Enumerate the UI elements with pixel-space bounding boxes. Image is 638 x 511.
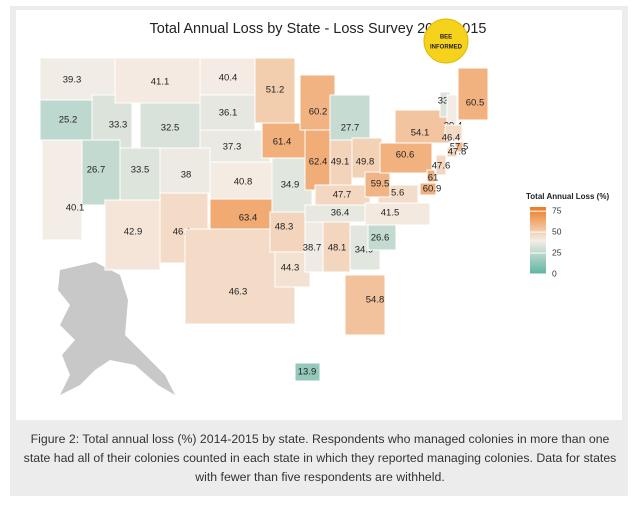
- state-value-label: 34.9: [281, 180, 300, 191]
- alaska-no-data: [58, 262, 175, 395]
- state-value-label: 36.4: [331, 208, 350, 219]
- state-region: [139, 102, 201, 149]
- state-value-label: 47.6: [432, 161, 451, 172]
- state-value-label: 46.3: [229, 287, 248, 298]
- state-value-label: 38: [181, 170, 192, 181]
- state-value-label: 59.5: [371, 179, 390, 190]
- logo-text: INFORMED: [430, 45, 463, 51]
- state-value-label: 54.8: [366, 295, 385, 306]
- state-value-label: 33.5: [131, 165, 150, 176]
- state-region: [344, 274, 386, 336]
- state-value-label: 46.1: [173, 227, 192, 238]
- logo-text: BEE: [440, 35, 452, 41]
- caption: Figure 2: Total annual loss (%) 2014-201…: [23, 432, 617, 484]
- state-value-label: 54.1: [411, 128, 430, 139]
- state-value-label: 26.7: [87, 165, 106, 176]
- state-region: [322, 221, 351, 273]
- state-region: [209, 161, 279, 200]
- state-value-label: 39.3: [63, 75, 82, 86]
- legend-tick-label: 50: [552, 226, 562, 236]
- state-value-label: 48.3: [275, 222, 294, 233]
- state-region: [379, 142, 433, 174]
- state-region: [119, 147, 161, 201]
- state-value-label: 40.8: [234, 177, 253, 188]
- state-value-label: 60.2: [309, 107, 328, 118]
- state-region: [199, 129, 271, 163]
- state-region: [294, 362, 321, 382]
- state-region: [435, 154, 447, 176]
- state-value-label: 44.3: [281, 263, 300, 274]
- map-title: Total Annual Loss by State - Loss Survey…: [150, 21, 487, 37]
- state-value-label: 49.1: [331, 157, 350, 168]
- state-value-label: 60.5: [466, 98, 485, 109]
- legend-tick-label: 0: [552, 268, 557, 278]
- state-value-label: 26.6: [371, 233, 390, 244]
- legend-colorbar: [530, 207, 546, 274]
- state-value-label: 42.9: [124, 227, 143, 238]
- state-value-label: 38.7: [303, 243, 322, 254]
- state-value-label: 49.8: [356, 157, 375, 168]
- state-value-label: 45.6: [386, 188, 405, 199]
- state-region: [419, 182, 437, 196]
- state-region: [426, 169, 436, 183]
- state-value-label: 32.5: [161, 123, 180, 134]
- state-value-label: 47.8: [448, 147, 467, 158]
- state-region: [199, 57, 256, 96]
- state-region: [104, 199, 161, 271]
- state-region: [444, 124, 463, 141]
- state-value-label: 61: [428, 173, 439, 184]
- state-value-label: 41.1: [151, 77, 170, 88]
- legend-tick-label: 25: [552, 247, 562, 257]
- state-region: [351, 137, 383, 179]
- state-value-label: 62.4: [309, 157, 328, 168]
- state-region: [457, 67, 489, 121]
- state-region: [41, 139, 83, 241]
- state-value-label: 57.5: [450, 142, 469, 153]
- state-value-label: 27.7: [341, 123, 360, 134]
- state-value-label: 46.4: [442, 133, 461, 144]
- state-value-label: 63.4: [239, 213, 258, 224]
- legend-tick-label: 75: [552, 205, 562, 215]
- state-value-label: 37.3: [223, 142, 242, 153]
- state-value-label: 25.2: [59, 115, 78, 126]
- state-value-label: 47.7: [333, 190, 352, 201]
- state-region: [446, 146, 458, 158]
- state-value-label: 40.4: [219, 73, 238, 84]
- state-value-label: 41.5: [381, 208, 400, 219]
- state-value-label: 60.9: [423, 184, 442, 195]
- state-value-label: 51.2: [266, 85, 285, 96]
- legend-title: Total Annual Loss (%): [526, 192, 609, 201]
- state-value-label: 48.1: [328, 243, 347, 254]
- state-region: [299, 74, 336, 131]
- state-region: [364, 171, 391, 198]
- state-value-label: 40.1: [66, 203, 85, 214]
- state-value-label: 61.4: [273, 137, 292, 148]
- state-region: [254, 57, 296, 124]
- logo-badge: [423, 18, 469, 64]
- state-value-label: 36.1: [219, 108, 238, 119]
- state-value-label: 60.6: [396, 150, 415, 161]
- state-value-label: 33.3: [109, 120, 128, 131]
- state-value-label: 13.9: [298, 367, 317, 378]
- state-value-label: 34.9: [355, 245, 374, 256]
